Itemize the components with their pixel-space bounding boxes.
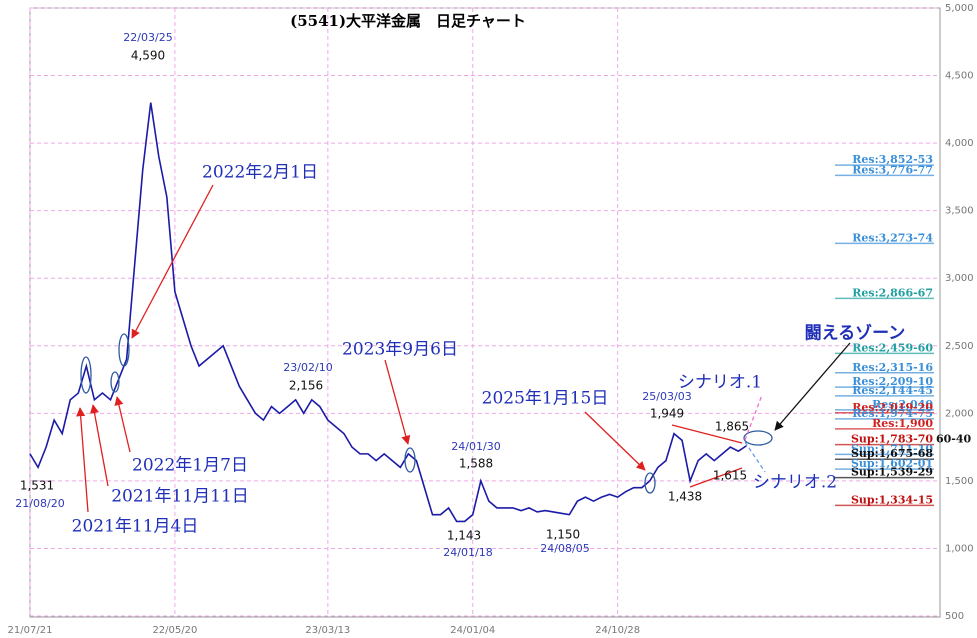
decorations — [76, 184, 851, 513]
level-label: Res:3,273-74 — [852, 231, 933, 244]
y-tick-label: 5,000 — [945, 3, 974, 14]
x-tick-label: 21/07/21 — [8, 625, 53, 636]
level-extra: 60-40 — [936, 433, 972, 446]
date-label: 22/03/25 — [123, 31, 172, 44]
level-label: Sup:1,334-15 — [851, 493, 933, 506]
level-label: Res:3,852-53 — [852, 153, 933, 166]
arrow — [584, 411, 646, 471]
level-label: Sup:1,539-29 — [851, 466, 933, 479]
grid — [29, 7, 940, 617]
scenario-path — [744, 441, 766, 473]
callout: 2025年1月15日 — [482, 389, 609, 409]
x-tick-label: 23/03/13 — [305, 625, 350, 636]
y-tick-label: 2,000 — [945, 408, 974, 419]
date-label: 23/02/10 — [283, 361, 332, 374]
date-label: 24/08/05 — [540, 542, 589, 555]
date-label: 21/08/20 — [15, 497, 64, 510]
arrow — [384, 359, 411, 445]
level-label: Res:2,209-10 — [852, 375, 933, 388]
level-label: Res:2,459-60 — [852, 341, 933, 354]
y-tick-label: 4,000 — [945, 138, 974, 149]
y-tick-label: 3,500 — [945, 206, 974, 217]
level-label: Res:1,974-75 — [852, 407, 933, 420]
level-label: Res:2,040 — [872, 398, 933, 411]
ellipse — [404, 447, 416, 473]
callout: 2023年9月6日 — [342, 340, 458, 360]
y-tick-label: 3,000 — [945, 273, 974, 284]
price-label: 2,156 — [289, 379, 323, 393]
price-label: 1,438 — [668, 490, 702, 504]
date-label: 24/01/18 — [443, 546, 492, 559]
price-label: 1,615 — [713, 469, 747, 483]
y-tick-label: 2,500 — [945, 341, 974, 352]
x-tick-label: 24/10/28 — [595, 625, 640, 636]
level-label: Sup:1,602-01 — [851, 457, 933, 470]
x-tick-label: 22/05/20 — [152, 625, 197, 636]
callout: 闘えるゾーン — [805, 324, 906, 344]
level-label: Res:2,315-16 — [852, 361, 933, 374]
date-label: 24/01/30 — [451, 440, 500, 453]
level-label: Sup:1,783-70 — [851, 433, 933, 446]
level-label: Res:2,144-45 — [852, 384, 933, 397]
y-tick-label: 1,000 — [945, 543, 974, 554]
ellipse — [118, 333, 130, 367]
level-label: Sup:1,711-10 — [851, 442, 933, 455]
arrow — [76, 407, 89, 513]
callout: シナリオ.2 — [753, 473, 837, 493]
level-label: Sup:1,675-68 — [851, 447, 933, 460]
x-tick-label: 24/01/04 — [450, 625, 495, 636]
chart-title: (5541)大平洋金属 日足チャート — [290, 12, 526, 30]
callout: シナリオ.1 — [678, 373, 762, 393]
price-label: 1,143 — [447, 529, 481, 543]
ellipse — [80, 356, 92, 394]
ellipse — [743, 430, 773, 446]
arrow — [114, 396, 131, 453]
price-label: 1,150 — [546, 528, 580, 542]
ellipse — [644, 472, 656, 494]
level-label: Res:2,019-20 — [852, 401, 933, 414]
arrow — [131, 184, 214, 339]
arrow — [774, 342, 851, 431]
callout: 2022年1月7日 — [132, 456, 248, 476]
date-label: 25/03/03 — [642, 390, 691, 403]
marks — [29, 102, 934, 523]
price-label: 4,590 — [131, 49, 165, 63]
level-label: Res:3,776-77 — [852, 163, 933, 176]
labels: 500 1,000 1,500 2,000 2,500 3,000 3,500 4,000 4,… — [8, 3, 974, 636]
scenario-path — [744, 394, 763, 441]
price-label: 1,949 — [650, 407, 684, 421]
trend-line — [689, 467, 743, 488]
callout: 2021年11月4日 — [72, 517, 199, 537]
price-label: 1,531 — [20, 479, 54, 493]
level-label: Res:1,900 — [872, 417, 933, 430]
price-line — [29, 102, 747, 523]
trend-line — [671, 424, 743, 444]
y-tick-label: 4,500 — [945, 71, 974, 82]
y-tick-label: 1,500 — [945, 476, 974, 487]
callout: 2022年2月1日 — [202, 163, 318, 183]
price-label: 1,588 — [459, 457, 493, 471]
level-label: Res:2,866-67 — [852, 286, 933, 299]
ellipse — [110, 371, 120, 393]
callout: 2021年11月11日 — [111, 487, 249, 507]
y-tick-label: 500 — [945, 611, 964, 622]
arrow — [90, 404, 109, 487]
price-label: 1,865 — [715, 420, 749, 434]
